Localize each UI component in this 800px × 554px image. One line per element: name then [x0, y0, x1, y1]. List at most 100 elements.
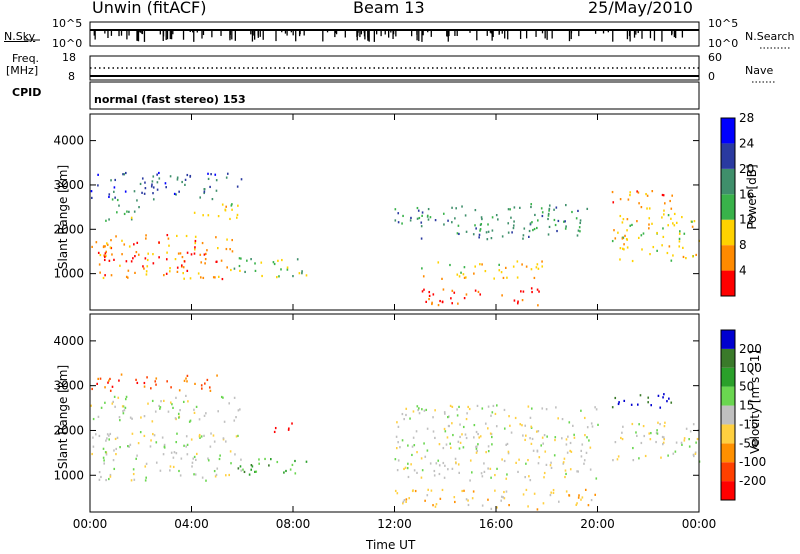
- heatmap-cell: [561, 417, 564, 421]
- heatmap-cell: [647, 401, 649, 404]
- heatmap-cell: [143, 434, 146, 438]
- heatmap-cell: [550, 491, 552, 494]
- heatmap-cell: [451, 467, 454, 470]
- heatmap-cell: [479, 228, 482, 231]
- heatmap-cell: [394, 219, 397, 222]
- heatmap-cell: [418, 412, 421, 415]
- heatmap-cell: [519, 206, 521, 209]
- heatmap-cell: [487, 450, 490, 453]
- heatmap-cell: [103, 459, 105, 462]
- heatmap-cell: [184, 178, 187, 181]
- heatmap-cell: [561, 437, 563, 440]
- heatmap-cell: [102, 447, 105, 450]
- colorbar-frame: [720, 117, 736, 297]
- heatmap-cell: [495, 213, 498, 217]
- heatmap-cell: [229, 217, 231, 221]
- heatmap-cell: [198, 435, 201, 438]
- heatmap-cell: [650, 431, 652, 435]
- heatmap-cell: [467, 405, 469, 409]
- heatmap-cell: [563, 457, 566, 460]
- heatmap-cell: [106, 242, 108, 245]
- heatmap-cell: [175, 452, 178, 455]
- colorbar-tick-label: -15: [739, 417, 759, 431]
- heatmap-cell: [402, 502, 404, 505]
- heatmap-cell: [109, 389, 112, 392]
- heatmap-cell: [124, 171, 127, 175]
- heatmap-cell: [220, 395, 223, 399]
- heatmap-cell: [264, 457, 266, 461]
- heatmap-cell: [529, 479, 532, 482]
- heatmap-cell: [169, 465, 172, 468]
- heatmap-cell: [475, 430, 478, 434]
- heatmap-cell: [549, 494, 552, 497]
- heatmap-cell: [194, 239, 197, 243]
- heatmap-cell: [116, 436, 119, 439]
- heatmap-cell: [189, 174, 192, 178]
- heatmap-cell: [618, 401, 620, 404]
- heatmap-cell: [185, 234, 188, 238]
- heatmap-cell: [464, 433, 467, 436]
- heatmap-cell: [401, 222, 403, 225]
- heatmap-cell: [662, 396, 664, 399]
- heatmap-cell: [184, 183, 186, 186]
- heatmap-cell: [103, 254, 105, 257]
- heatmap-cell: [122, 405, 125, 408]
- heatmap-cell: [513, 220, 515, 223]
- heatmap-cell: [621, 431, 623, 434]
- heatmap-cell: [199, 196, 202, 199]
- heatmap-cell: [235, 216, 238, 219]
- heatmap-cell: [222, 396, 224, 399]
- heatmap-cell: [547, 217, 549, 221]
- heatmap-cell: [509, 424, 511, 427]
- heatmap-cell: [427, 218, 430, 221]
- heatmap-cell: [661, 193, 664, 197]
- heatmap-cell: [535, 266, 538, 269]
- heatmap-cell: [462, 273, 465, 276]
- heatmap-cell: [522, 434, 524, 437]
- heatmap-cell: [207, 457, 209, 460]
- heatmap-cell: [132, 468, 135, 471]
- heatmap-cell: [240, 458, 242, 461]
- heatmap-cell: [640, 441, 643, 445]
- heatmap-cell: [240, 257, 242, 260]
- heatmap-cell: [176, 178, 179, 181]
- heatmap-cell: [589, 468, 592, 471]
- heatmap-cell: [675, 221, 678, 224]
- heatmap-cell: [179, 409, 181, 412]
- heatmap-cell: [122, 410, 124, 413]
- sky-left-tick-bottom: 10^0: [52, 37, 83, 50]
- heatmap-cell: [522, 493, 525, 496]
- colorbar-swatch: [721, 219, 735, 246]
- heatmap-cell: [99, 253, 102, 257]
- heatmap-cell: [680, 441, 683, 444]
- heatmap-cell: [530, 203, 533, 206]
- heatmap-cell: [623, 243, 625, 246]
- heatmap-cell: [433, 474, 436, 477]
- heatmap-cell: [273, 262, 276, 266]
- heatmap-cell: [97, 251, 100, 254]
- heatmap-cell: [176, 176, 179, 179]
- ytick-label: 1000: [53, 267, 84, 281]
- heatmap-cell: [474, 265, 477, 268]
- heatmap-cell: [689, 430, 692, 433]
- heatmap-cell: [548, 204, 551, 207]
- heatmap-cell: [578, 494, 580, 497]
- heatmap-cell: [549, 464, 552, 467]
- heatmap-cell: [479, 435, 482, 438]
- heatmap-cell: [457, 440, 460, 443]
- heatmap-cell: [576, 502, 578, 505]
- heatmap-cell: [128, 445, 130, 448]
- heatmap-cell: [103, 462, 106, 465]
- heatmap-cell: [421, 211, 424, 214]
- heatmap-cell: [402, 214, 404, 218]
- heatmap-cell: [431, 302, 433, 306]
- heatmap-cell: [455, 207, 457, 210]
- heatmap-cell: [503, 427, 506, 430]
- heatmap-cell: [483, 470, 486, 473]
- heatmap-cell: [637, 236, 640, 240]
- heatmap-cell: [206, 249, 208, 252]
- heatmap-cell: [175, 234, 178, 238]
- heatmap-cell: [231, 208, 233, 211]
- heatmap-cell: [591, 425, 594, 428]
- heatmap-cell: [461, 433, 463, 436]
